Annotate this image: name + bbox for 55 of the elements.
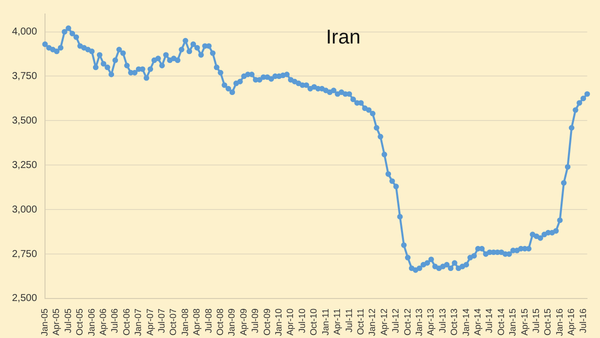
- x-tick-label: Oct-05: [74, 308, 85, 336]
- x-tick-label: Apr-07: [144, 308, 155, 336]
- text: Iran: [326, 26, 360, 49]
- x-tick-label: Jan-09: [226, 308, 237, 336]
- y-tick-label: 3,500: [12, 115, 38, 126]
- x-tick-label: Apr-10: [285, 308, 296, 336]
- x-tick-label: Oct-09: [262, 308, 272, 336]
- x-tick-label: Oct-08: [215, 308, 226, 336]
- x-tick-label: Jul-06: [110, 308, 120, 333]
- x-tick-label: Jan-12: [367, 308, 378, 336]
- x-tick-label: Apr-12: [378, 308, 389, 336]
- x-tick-label: Oct-13: [449, 308, 460, 336]
- x-tick-label: Jan-16: [554, 308, 564, 336]
- y-tick-label: 2,500: [12, 293, 38, 304]
- x-tick-label: Jul-12: [390, 308, 401, 333]
- x-tick-label: Jul-08: [203, 308, 214, 333]
- x-tick-label: Apr-13: [426, 308, 436, 336]
- x-tick-label: Jul-15: [530, 308, 541, 333]
- x-tick-label: Apr-08: [192, 308, 202, 336]
- x-tick-label: Oct-11: [355, 308, 366, 335]
- x-tick-label: Jul-09: [250, 308, 260, 333]
- x-tick-label: Apr-15: [519, 308, 530, 336]
- x-tick-label: Jul-05: [62, 308, 73, 333]
- x-tick-label: Jul-16: [578, 308, 588, 333]
- x-tick-label: Jan-11: [320, 308, 330, 336]
- x-tick-label: Oct-10: [308, 308, 319, 336]
- x-tick-label: Oct-06: [121, 308, 132, 336]
- x-tick-label: Apr-06: [98, 308, 108, 336]
- x-tick-label: Jan-14: [460, 308, 471, 336]
- x-tick-label: Apr-16: [566, 308, 576, 336]
- y-tick-label: 4,000: [12, 26, 38, 38]
- x-tick-label: Jul-13: [437, 308, 448, 333]
- x-tick-label: Oct-07: [168, 308, 178, 336]
- y-tick-label: 2,750: [12, 248, 38, 260]
- x-tick-label: Jan-10: [274, 308, 284, 336]
- y-tick-label: 3,000: [12, 204, 38, 216]
- x-tick-label: Oct-12: [402, 308, 412, 336]
- x-tick-label: Apr-09: [238, 308, 248, 336]
- x-tick-label: Apr-11: [332, 308, 342, 335]
- x-tick-label: Jan-06: [86, 308, 96, 336]
- x-tick-label: Oct-15: [542, 308, 553, 336]
- x-tick-label: Jan-05: [40, 308, 50, 336]
- x-tick-label: Jan-15: [508, 308, 518, 336]
- y-tick-label: 3,250: [12, 160, 38, 171]
- x-tick-label: Jul-07: [156, 308, 167, 333]
- x-tick-label: Jul-14: [484, 308, 494, 333]
- x-tick-label: Jan-13: [414, 308, 424, 336]
- x-tick-label: Oct-14: [496, 308, 506, 336]
- x-tick-label: Jan-07: [133, 308, 144, 336]
- x-tick-label: Jul-10: [296, 308, 307, 333]
- x-tick-label: Apr-05: [51, 308, 62, 336]
- x-tick-label: Jan-08: [180, 308, 190, 336]
- y-tick-label: 3,750: [12, 70, 38, 82]
- x-tick-label: Apr-14: [472, 308, 482, 336]
- x-tick-label: Jul-11: [344, 308, 354, 332]
